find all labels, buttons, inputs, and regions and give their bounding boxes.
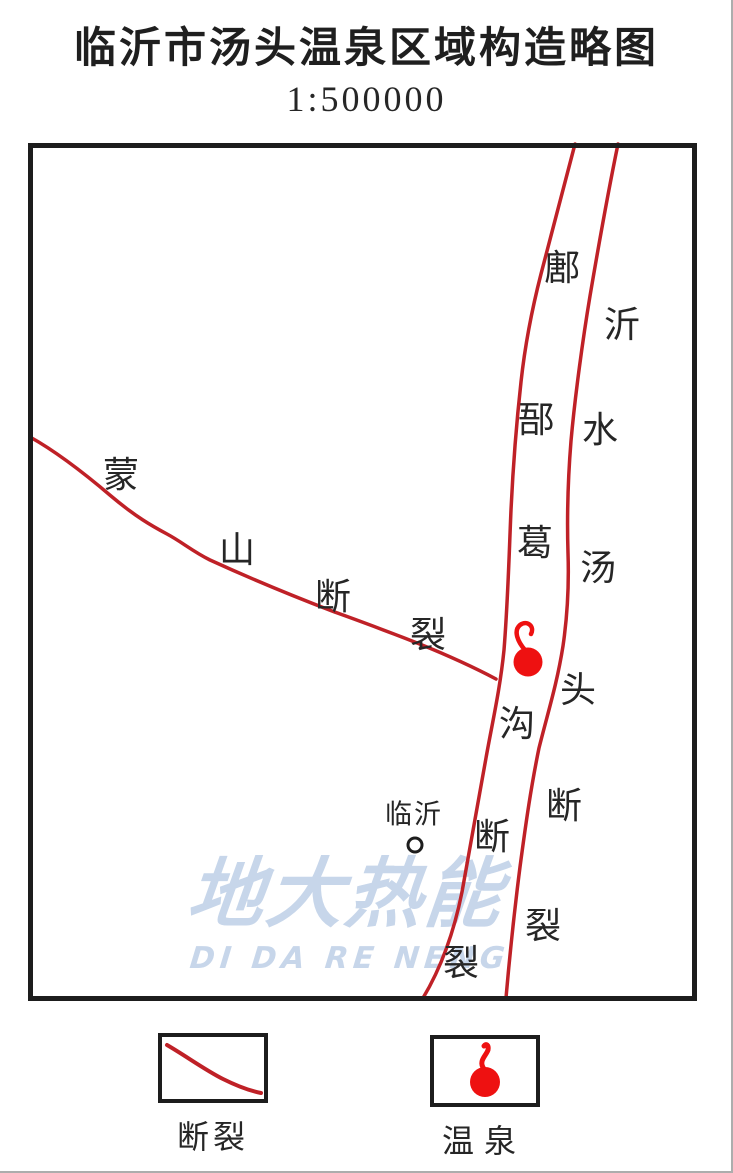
tangwu-gegou-fault-label-char: 郚: [517, 400, 555, 440]
yishui-tangtou-fault-label-char: 沂: [603, 305, 641, 345]
yishui-tangtou-fault-label-char: 裂: [524, 906, 562, 946]
mengshan-fault-label-char: 断: [314, 577, 352, 617]
legend-hot-spring-icon: [470, 1042, 500, 1097]
legend-fault-label: 断裂: [176, 1119, 250, 1155]
mengshan-fault-label-char: 山: [218, 530, 256, 570]
tangwu-gegou-fault-label-char: 沟: [498, 704, 536, 744]
linyi-city-circle: [406, 836, 424, 854]
yishui-tangtou-fault-label-char: 汤: [579, 548, 617, 588]
linyi-city-label: 临沂: [385, 799, 443, 830]
yishui-tangtou-fault-label-char: 水: [581, 410, 619, 450]
mengshan-fault-label-char: 裂: [409, 615, 447, 655]
map-scale-text: 1:500000: [286, 79, 447, 119]
legend-spring-label: 温泉: [441, 1123, 527, 1159]
page-title: 临沂市汤头温泉区域构造略图: [73, 26, 659, 72]
yishui-tangtou-fault-line: [504, 142, 620, 1000]
tangwu-gegou-fault-label-char: 断: [473, 817, 511, 857]
tangwu-gegou-fault-label-char: 鄌: [543, 248, 581, 288]
yishui-tangtou-fault-label-char: 头: [559, 670, 597, 710]
mengshan-fault-label-char: 蒙: [102, 455, 140, 495]
screenshot-bottom-edge: [0, 1171, 733, 1173]
legend-fault-line-sample: [165, 1043, 263, 1095]
tangwu-gegou-fault-label-char: 裂: [442, 943, 480, 983]
tangwu-gegou-fault-line: [421, 142, 577, 1000]
tangwu-gegou-fault-label-char: 葛: [516, 523, 554, 563]
screenshot-right-edge: [731, 0, 733, 1173]
mengshan-fault-line: [28, 435, 498, 681]
legend-fault-box: [158, 1033, 268, 1103]
yishui-tangtou-fault-label-char: 断: [545, 786, 583, 826]
hot-spring-icon: [513, 620, 543, 677]
